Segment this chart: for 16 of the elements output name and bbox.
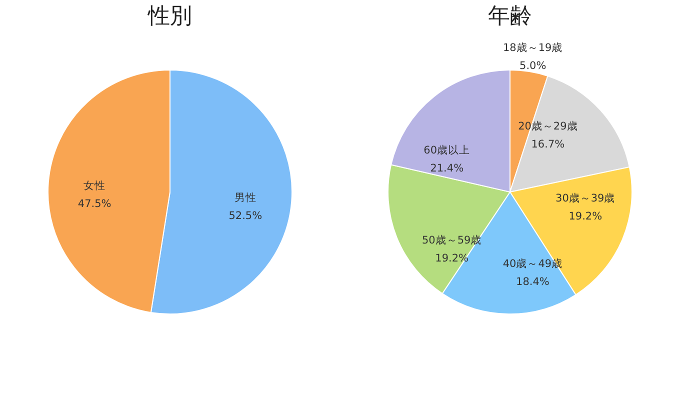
slice-label: 20歳～29歳: [518, 120, 578, 133]
slice-label: 30歳～39歳: [556, 191, 616, 204]
data-label: 18.4%: [516, 276, 550, 288]
chart-title: 性別: [147, 4, 192, 29]
slice-label: 60歳以上: [424, 143, 470, 156]
data-label: 52.5%: [228, 210, 262, 222]
data-label: 21.4%: [430, 162, 464, 174]
data-label: 5.0%: [520, 60, 546, 72]
data-label: 47.5%: [78, 198, 112, 210]
slice-label: 男性: [234, 192, 256, 204]
slice-label: 18歳～19歳: [502, 40, 563, 54]
chart-title: 年齢: [488, 4, 532, 29]
slice-label: 女性: [84, 180, 106, 192]
slice-label: 40歳～49歳: [502, 257, 563, 270]
data-label: 16.7%: [531, 138, 565, 151]
data-label: 19.2%: [568, 210, 602, 222]
